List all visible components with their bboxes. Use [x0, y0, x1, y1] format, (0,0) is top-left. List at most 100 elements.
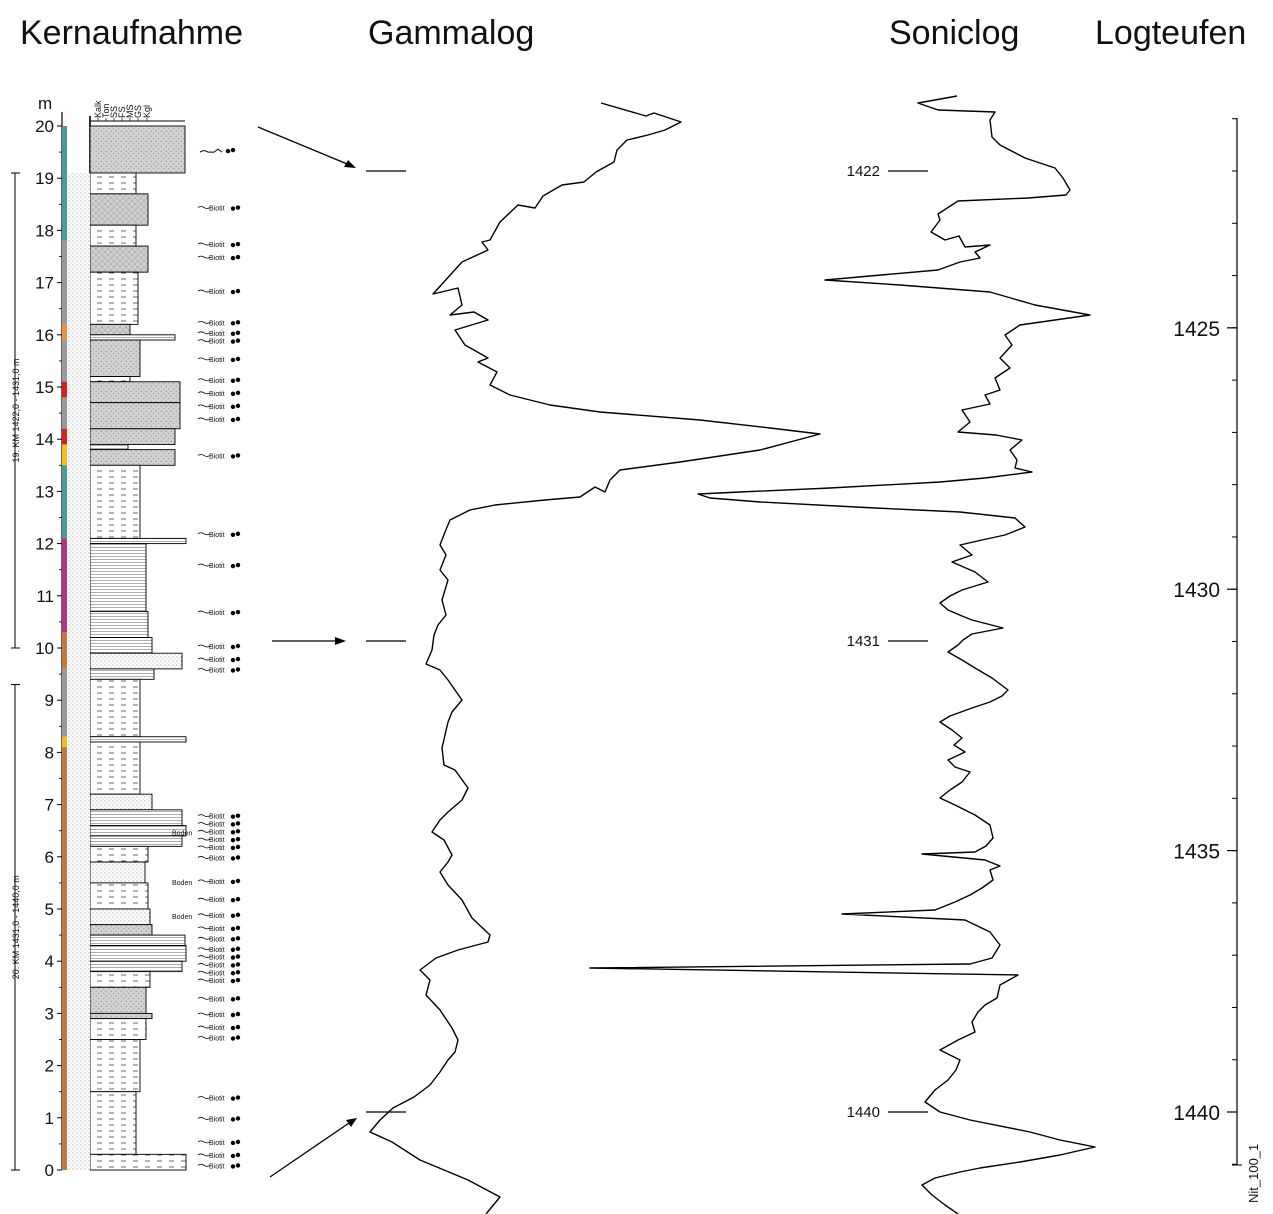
pebble-symbol	[230, 357, 236, 363]
core-scale-tick-label: 1	[45, 1109, 54, 1128]
pebble-symbol	[230, 822, 236, 827]
biotite-label: Biotit	[209, 955, 225, 962]
biotite-label: Biotit	[209, 610, 225, 617]
biotite-label: Biotit	[209, 837, 225, 844]
pebble-symbol	[235, 1011, 241, 1017]
biotite-label: Biotit	[209, 357, 225, 364]
biotite-symbol	[197, 610, 211, 614]
biotite-label: Biotit	[209, 331, 225, 338]
pebble-symbol	[235, 912, 241, 918]
biotite-label: Biotit	[209, 1163, 225, 1170]
sonic-marker-label: 1422	[847, 163, 880, 180]
pebble-symbol	[230, 978, 236, 984]
pebble-symbol	[235, 977, 241, 983]
pebble-symbol	[235, 813, 241, 818]
pebble-symbol	[230, 1096, 236, 1101]
biotite-label: Biotit	[209, 1116, 225, 1123]
sonic-marker-label: 1431	[847, 633, 880, 650]
pebble-symbol	[235, 855, 241, 860]
core-scale-tick-label: 18	[35, 221, 54, 240]
facies-color-segment	[62, 538, 67, 633]
grain-header: SS	[109, 106, 119, 118]
lithology-bed	[89, 845, 149, 863]
pebble-symbol	[235, 962, 241, 967]
biotite-symbol	[197, 936, 211, 940]
pebble-symbol	[235, 643, 241, 649]
sonic-marker-label: 1440	[847, 1104, 880, 1121]
lithology-bed	[89, 736, 187, 743]
lithology-bed	[89, 381, 181, 404]
pebble-symbol	[235, 996, 241, 1001]
biotite-symbol	[197, 563, 211, 567]
facies-color-segment	[62, 632, 67, 669]
biotite-label: Biotit	[209, 996, 225, 1003]
pebble-symbol	[235, 241, 241, 247]
pebble-symbol	[230, 1153, 236, 1159]
pebble-symbol	[230, 1140, 236, 1146]
pebble-symbol	[235, 254, 241, 260]
pebble-symbol	[230, 879, 236, 885]
biotite-symbol	[197, 856, 211, 859]
pebble-symbol	[235, 656, 241, 662]
grain-header: Kgl	[142, 105, 152, 118]
biotite-label: Biotit	[209, 829, 225, 836]
lithology-bed	[89, 1039, 141, 1093]
pebble-symbol	[230, 331, 236, 336]
core-scale-tick-label: 7	[45, 796, 54, 815]
biotite-label: Biotit	[209, 926, 225, 933]
core-annotations: BiotitBiotitBiotitBiotitBiotitBiotitBiot…	[172, 147, 241, 1170]
biotite-label: Biotit	[209, 255, 225, 262]
sonic-curve	[589, 95, 1096, 1214]
lithology-bed	[89, 428, 176, 445]
biotite-symbol	[197, 206, 211, 209]
biotite-label: Biotit	[209, 962, 225, 969]
pebble-symbol	[235, 390, 241, 396]
biotite-label: Biotit	[209, 339, 225, 346]
pebble-symbol	[230, 563, 236, 569]
biotite-symbol	[197, 289, 211, 293]
lithology-bed	[89, 464, 141, 539]
log-depth-label: 1435	[1173, 841, 1220, 864]
biotite-symbol	[197, 668, 211, 671]
biotite-label: Biotit	[209, 378, 225, 385]
biotite-symbol	[197, 947, 211, 951]
core-scale-tick-label: 9	[45, 691, 54, 710]
biotite-label: Biotit	[209, 563, 225, 570]
core-scale-tick-label: 13	[35, 482, 54, 501]
biotite-label: Biotit	[209, 821, 225, 828]
lithology-bed	[89, 945, 187, 962]
lithology-bed	[89, 611, 149, 639]
biotite-symbol	[197, 1096, 211, 1099]
lithology-bed	[89, 376, 131, 383]
biotite-label: Biotit	[209, 978, 225, 985]
biotite-symbol	[197, 814, 211, 818]
biotite-symbol	[197, 357, 211, 361]
facies-color-segment	[62, 381, 67, 398]
lithology-bed	[89, 543, 147, 612]
biotite-label: Biotit	[209, 855, 225, 862]
core-scale-tick-label: 8	[45, 743, 54, 762]
pebble-symbol	[230, 913, 236, 919]
arrow-top	[257, 126, 353, 167]
pebble-symbol	[235, 377, 241, 382]
biotite-symbol	[197, 331, 211, 335]
boden-label: Boden	[172, 830, 192, 837]
biotite-label: Biotit	[209, 453, 225, 460]
pebble-symbol	[230, 963, 236, 968]
pebble-symbol	[230, 657, 236, 663]
biotite-label: Biotit	[209, 879, 225, 886]
pebble-symbol	[235, 453, 241, 458]
facies-color-segment	[62, 340, 67, 382]
biotite-symbol	[197, 1036, 211, 1039]
biotite-label: Biotit	[209, 1153, 225, 1160]
lithology-bed	[89, 224, 137, 247]
pebble-symbol	[230, 289, 236, 295]
pebble-symbol	[230, 1117, 236, 1122]
lithology-bed	[89, 835, 183, 847]
biotite-symbol	[197, 404, 211, 408]
lithology-bed	[89, 882, 149, 910]
pebble-symbol	[235, 562, 241, 568]
